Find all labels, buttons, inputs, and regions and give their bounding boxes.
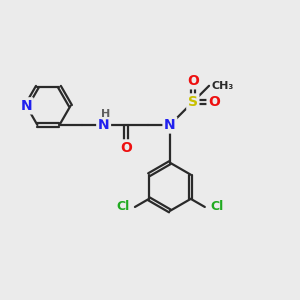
- Text: N: N: [20, 99, 32, 113]
- Text: H: H: [101, 109, 110, 119]
- Text: Cl: Cl: [210, 200, 224, 214]
- Text: O: O: [120, 141, 132, 155]
- Text: Cl: Cl: [116, 200, 130, 214]
- Text: O: O: [187, 74, 199, 88]
- Text: N: N: [98, 118, 109, 132]
- Text: CH₃: CH₃: [212, 81, 234, 91]
- Text: N: N: [164, 118, 176, 132]
- Text: O: O: [208, 95, 220, 109]
- Text: S: S: [188, 95, 198, 109]
